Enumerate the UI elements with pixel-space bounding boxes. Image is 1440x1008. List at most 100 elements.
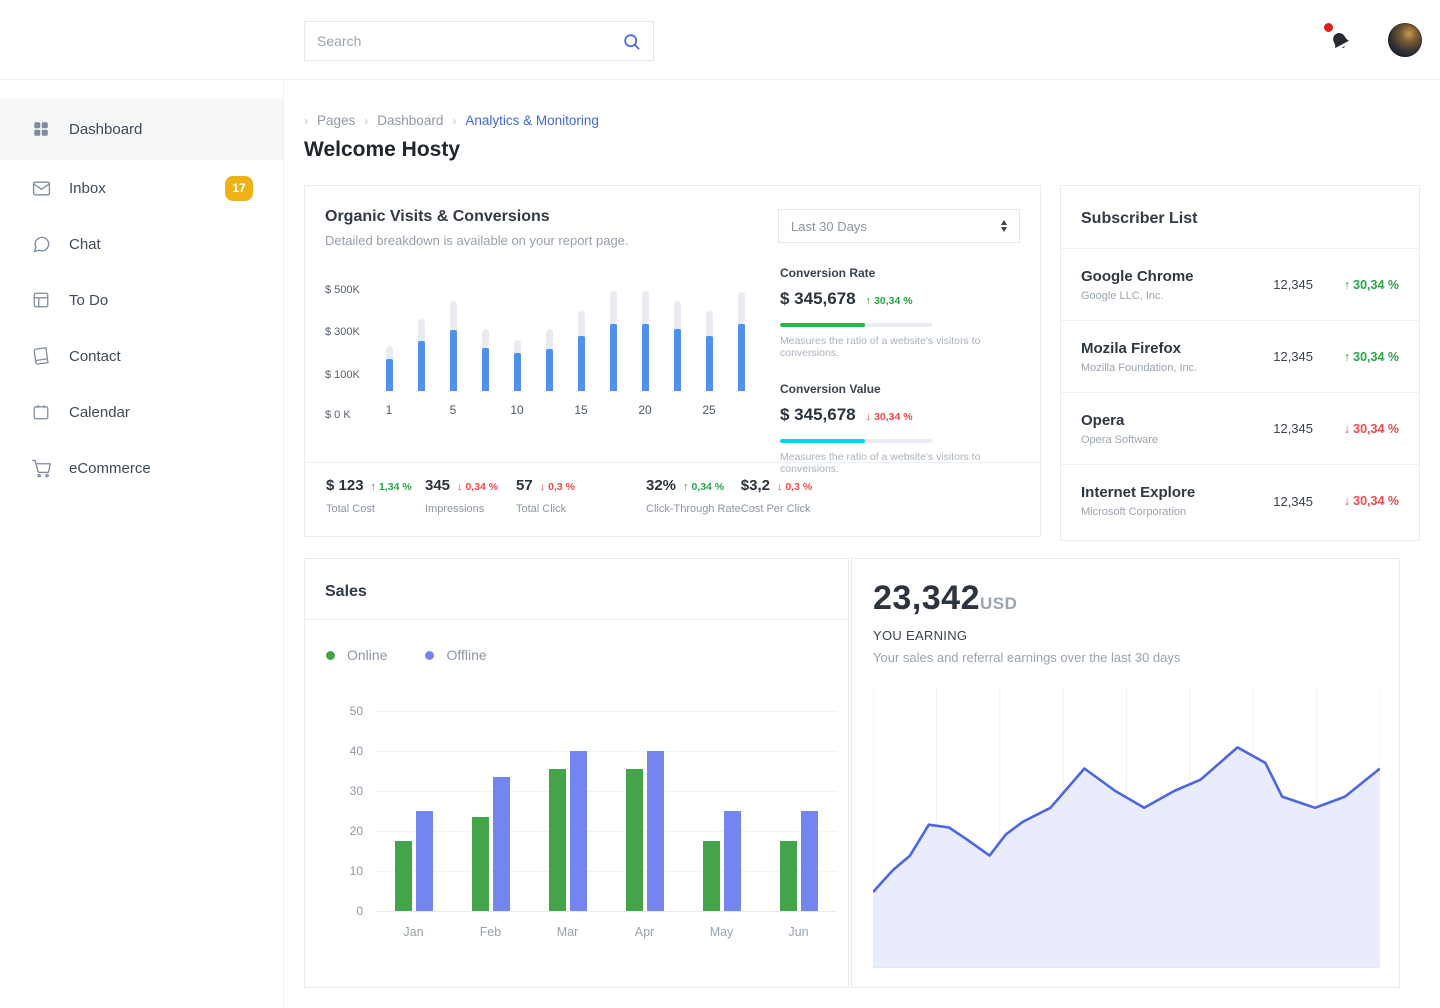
- x-axis-tick: Jan: [403, 925, 424, 939]
- y-axis-tick: 50: [349, 704, 363, 718]
- search-input[interactable]: [317, 33, 622, 49]
- sidebar-item-icon: [32, 179, 51, 198]
- x-axis-tick: 5: [449, 403, 457, 417]
- kpi-value: 32%: [646, 477, 677, 494]
- gridline: [375, 871, 837, 872]
- conversions-bar: [705, 336, 713, 391]
- sidebar-item[interactable]: eCommerce: [0, 440, 283, 496]
- user-avatar[interactable]: [1388, 23, 1422, 57]
- breadcrumb-separator-icon: ›: [452, 113, 457, 128]
- sales-card-header: Sales: [305, 559, 848, 620]
- subscriber-row: Google Chrome Google LLC, Inc. 12,345 ↑ 3…: [1061, 249, 1419, 321]
- subscriber-name: Google Chrome: [1081, 267, 1194, 285]
- breadcrumb-item: › Dashboard: [364, 113, 443, 128]
- kpi-label: Cost Per Click: [740, 503, 811, 515]
- trend-arrow-icon: ↑: [1343, 277, 1351, 292]
- breadcrumb-link[interactable]: Analytics & Monitoring: [465, 113, 599, 128]
- breadcrumb-link[interactable]: Dashboard: [377, 113, 444, 128]
- conversions-bar: [385, 359, 393, 391]
- sidebar-item-label: eCommerce: [69, 459, 151, 477]
- sidebar-item[interactable]: Chat: [0, 216, 283, 272]
- legend-item[interactable]: Offline: [425, 647, 487, 663]
- trend-arrow-icon: ↑: [683, 481, 689, 493]
- subscriber-row: Mozila Firefox Mozilla Foundation, Inc. …: [1061, 321, 1419, 393]
- kpi-value: 345: [425, 477, 451, 494]
- metric-progress-fill: [780, 439, 866, 443]
- conversions-bar: [737, 324, 745, 391]
- breadcrumb-item: › Analytics & Monitoring: [452, 113, 599, 128]
- earnings-area-chart: [873, 687, 1380, 968]
- online-bar: [702, 841, 720, 911]
- kpi-value: 57: [516, 477, 533, 494]
- sidebar-item[interactable]: Contact: [0, 328, 283, 384]
- y-axis-tick: 10: [349, 864, 363, 878]
- earnings-currency: USD: [980, 594, 1018, 613]
- sidebar-item[interactable]: Calendar: [0, 384, 283, 440]
- conversions-bar: [673, 329, 681, 391]
- metric-value: $ 345,678: [780, 289, 856, 308]
- topbar: [0, 0, 1440, 80]
- earnings-subtitle: Your sales and referral earnings over th…: [873, 650, 1181, 665]
- sidebar-item-icon: [32, 347, 51, 366]
- conversion-metric: Conversion Rate $ 345,678 ↑ 30,34 % Meas…: [780, 266, 1020, 359]
- subscriber-company: Mozilla Foundation, Inc.: [1081, 361, 1198, 374]
- online-bar: [394, 841, 412, 911]
- date-range-select[interactable]: Last 30 Days: [778, 209, 1020, 243]
- conversions-bar: [481, 348, 489, 391]
- gridline: [375, 711, 837, 712]
- sidebar-item[interactable]: To Do: [0, 272, 283, 328]
- offline-bar: [800, 811, 818, 911]
- kpi-stat: $ 123 ↑ 1,34 % Total Cost: [326, 477, 425, 536]
- visits-bar: [481, 329, 489, 391]
- earnings-header: 23,342 USD YOU EARNING Your sales and re…: [852, 559, 1399, 665]
- offline-bar: [646, 751, 664, 911]
- visits-bar: [673, 301, 681, 391]
- online-bar: [548, 769, 566, 911]
- y-axis-tick: 0: [356, 904, 363, 918]
- gridline: [375, 751, 837, 752]
- offline-bar: [492, 777, 510, 911]
- subscriber-change: ↑ 30,34 %: [1343, 277, 1399, 292]
- x-axis-tick: 10: [510, 403, 524, 417]
- subscriber-name: Internet Explore: [1081, 484, 1196, 501]
- subscriber-card-title: Subscriber List: [1081, 210, 1198, 227]
- legend-item[interactable]: Online: [326, 647, 387, 663]
- inbox-count-badge: 17: [225, 175, 253, 201]
- earnings-label: YOU EARNING: [873, 628, 968, 643]
- y-axis-tick: $ 0 K: [325, 409, 351, 421]
- search-icon[interactable]: [622, 32, 641, 51]
- breadcrumb-link[interactable]: Pages: [317, 113, 356, 128]
- kpi-label: Total Click: [516, 503, 567, 515]
- y-axis-tick: $ 300K: [325, 326, 360, 338]
- sidebar-item[interactable]: Dashboard: [0, 98, 283, 160]
- metric-caption: Measures the ratio of a website's visito…: [780, 451, 981, 475]
- metric-progress-fill: [780, 323, 866, 327]
- online-bar: [471, 817, 489, 911]
- x-axis-tick: May: [709, 925, 734, 939]
- x-axis-tick: Jun: [788, 925, 809, 939]
- breadcrumb-separator-icon: ›: [364, 113, 369, 128]
- visits-bar: [705, 311, 713, 391]
- x-axis-tick: Apr: [634, 925, 655, 939]
- main-content: › Pages › Dashboard › Analytics & Monito…: [284, 80, 1440, 1008]
- x-axis-tick: Mar: [556, 925, 579, 939]
- notifications-bell-icon[interactable]: [1324, 23, 1354, 53]
- visits-bar: [449, 301, 457, 391]
- trend-arrow-icon: ↑: [1343, 349, 1351, 364]
- search-box: [304, 21, 654, 61]
- sales-card-title: Sales: [325, 583, 367, 600]
- subscriber-change: ↓ 30,34 %: [1343, 421, 1399, 436]
- conversion-metrics: Conversion Rate $ 345,678 ↑ 30,34 % Meas…: [780, 266, 1020, 498]
- metric-progress-track: [780, 439, 932, 443]
- kpi-value: $3,2: [740, 477, 770, 494]
- visits-bar: [577, 311, 585, 391]
- sidebar-nav: Dashboard Inbox 17 Chat To Do: [0, 80, 283, 496]
- sidebar-item-icon: [32, 403, 51, 422]
- subscriber-row: Internet Explore Microsoft Corporation 1…: [1061, 465, 1419, 537]
- subscriber-row: Opera Opera Software 12,345 ↓ 30,34 %: [1061, 393, 1419, 465]
- sidebar-item[interactable]: Inbox 17: [0, 160, 283, 216]
- y-axis-tick: 40: [349, 744, 363, 758]
- trend-arrow-icon: ↓: [457, 481, 463, 493]
- subscriber-change: ↓ 30,34 %: [1343, 494, 1399, 508]
